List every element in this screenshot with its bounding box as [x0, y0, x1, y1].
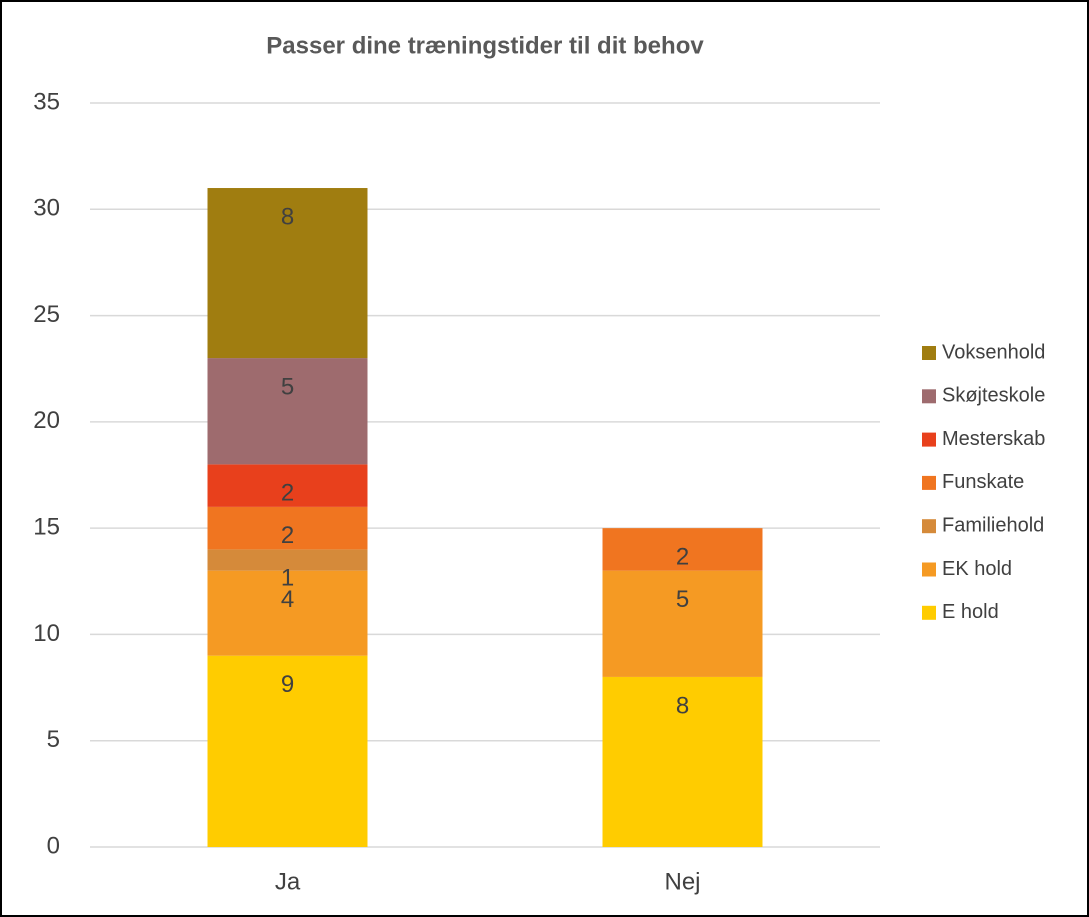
y-tick-label: 15: [33, 513, 60, 540]
value-label: 5: [676, 586, 689, 613]
bar-segment: [207, 655, 368, 847]
value-label: 4: [281, 586, 294, 613]
legend-label: Familiehold: [942, 514, 1044, 536]
value-label: 2: [281, 480, 294, 507]
y-tick-label: 20: [33, 407, 60, 434]
legend-label: Funskate: [942, 471, 1024, 493]
y-tick-label: 25: [33, 301, 60, 328]
legend-swatch: [922, 346, 936, 360]
y-tick-label: 10: [33, 620, 60, 647]
legend-swatch: [922, 475, 936, 490]
legend-swatch: [922, 432, 936, 447]
y-tick-label: 5: [47, 726, 60, 753]
x-tick-label: Ja: [275, 868, 301, 895]
legend-swatch: [922, 389, 936, 404]
bar-segment: [602, 570, 763, 677]
value-label: 1: [281, 565, 294, 592]
bar-segment: [207, 358, 368, 465]
value-label: 2: [676, 543, 689, 570]
value-label: 8: [676, 692, 689, 719]
value-label: 2: [281, 522, 294, 549]
legend-label: Voksenhold: [942, 341, 1045, 363]
legend-label: Mesterskab: [942, 428, 1045, 450]
legend-swatch: [922, 605, 936, 620]
bar-segment: [602, 528, 763, 571]
legend-label: EK hold: [942, 558, 1012, 580]
bar-segment: [602, 676, 763, 847]
bar-segment: [207, 188, 368, 359]
legend-swatch: [922, 519, 936, 534]
legend-label: Skøjteskole: [942, 385, 1045, 407]
bar-segment: [207, 570, 368, 656]
value-label: 8: [281, 203, 294, 230]
bar-segment: [207, 549, 368, 571]
y-tick-label: 35: [33, 88, 60, 115]
y-tick-label: 30: [33, 195, 60, 222]
value-label: 5: [281, 373, 294, 400]
chart-title: Passer dine træningstider til dit behov: [266, 32, 704, 59]
bar-segment: [207, 464, 368, 507]
x-tick-label: Nej: [664, 868, 700, 895]
value-label: 9: [281, 671, 294, 698]
y-tick-label: 0: [47, 832, 60, 859]
bar-segment: [207, 506, 368, 550]
legend-label: E hold: [942, 601, 999, 623]
legend-swatch: [922, 562, 936, 577]
